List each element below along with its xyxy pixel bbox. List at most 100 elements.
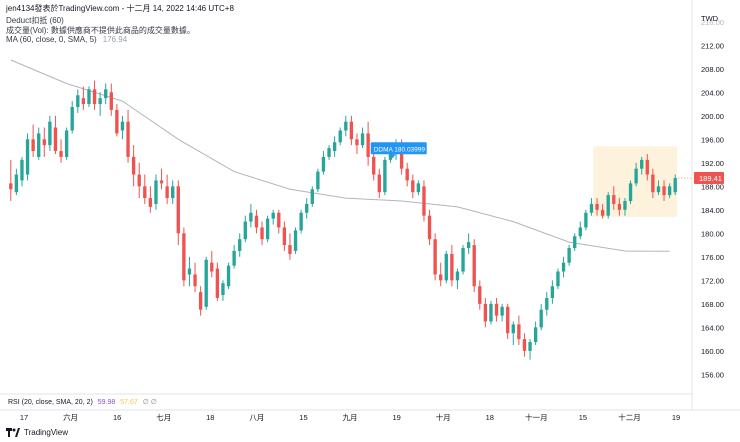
volume-note[interactable]: 成交量(Vol): 數據供應商不提供此商品的成交量數據。 — [6, 26, 195, 35]
candle-body[interactable] — [48, 121, 52, 146]
rsi-indicator-row[interactable]: RSI (20, close, SMA, 20, 2) 59.98 57.67 … — [8, 398, 160, 406]
candle-body[interactable] — [411, 180, 415, 193]
candle-body[interactable] — [422, 186, 426, 216]
candle-body[interactable] — [232, 250, 236, 266]
candle-body[interactable] — [299, 212, 303, 231]
candle-body[interactable] — [500, 306, 504, 316]
candle-body[interactable] — [360, 133, 365, 146]
candle-body[interactable] — [550, 286, 555, 298]
candle-body[interactable] — [282, 227, 287, 246]
candle-body[interactable] — [478, 286, 482, 304]
candle-body[interactable] — [310, 189, 314, 204]
candle-body[interactable] — [332, 142, 337, 152]
candle-body[interactable] — [271, 212, 275, 219]
candle-body[interactable] — [165, 186, 169, 199]
candle-body[interactable] — [600, 209, 605, 216]
candle-body[interactable] — [483, 303, 488, 322]
candle-body[interactable] — [87, 89, 91, 105]
candle-body[interactable] — [321, 156, 326, 172]
candle-body[interactable] — [316, 171, 320, 190]
candle-body[interactable] — [327, 148, 331, 157]
candle-body[interactable] — [489, 303, 493, 322]
candle-body[interactable] — [399, 145, 404, 169]
candle-body[interactable] — [427, 215, 432, 240]
candle-body[interactable] — [466, 242, 471, 249]
candle-body[interactable] — [204, 259, 208, 307]
candle-body[interactable] — [37, 133, 41, 157]
candle-body[interactable] — [628, 183, 633, 201]
candle-body[interactable] — [154, 180, 158, 204]
candle-body[interactable] — [42, 139, 46, 146]
candle-body[interactable] — [405, 168, 409, 181]
candle-body[interactable] — [584, 212, 588, 228]
candle-body[interactable] — [193, 274, 197, 287]
candle-body[interactable] — [561, 262, 566, 272]
candle-body[interactable] — [366, 133, 370, 157]
candle-body[interactable] — [126, 121, 130, 157]
candle-body[interactable] — [450, 253, 454, 281]
candle-body[interactable] — [433, 239, 437, 275]
candle-body[interactable] — [109, 92, 113, 110]
candle-body[interactable] — [539, 309, 543, 328]
candle-body[interactable] — [506, 306, 510, 334]
candle-body[interactable] — [293, 230, 298, 251]
candle-body[interactable] — [623, 201, 627, 210]
candle-body[interactable] — [606, 195, 610, 216]
candle-body[interactable] — [76, 95, 80, 107]
candle-body[interactable] — [215, 268, 220, 298]
candle-body[interactable] — [494, 303, 499, 316]
deduct-marker-tag[interactable] — [370, 142, 427, 155]
candle-body[interactable] — [20, 159, 24, 181]
candle-body[interactable] — [260, 227, 264, 240]
candle-body[interactable] — [70, 106, 74, 131]
candle-body[interactable] — [383, 159, 387, 193]
candle-body[interactable] — [444, 253, 448, 281]
candle-body[interactable] — [556, 271, 560, 287]
candle-body[interactable] — [238, 239, 242, 251]
candle-body[interactable] — [578, 227, 582, 237]
candle-body[interactable] — [545, 297, 549, 310]
candle-body[interactable] — [254, 215, 259, 228]
candle-body[interactable] — [92, 89, 97, 105]
candle-body[interactable] — [533, 327, 538, 343]
candle-body[interactable] — [662, 186, 666, 196]
candle-body[interactable] — [171, 186, 175, 199]
candle-body[interactable] — [472, 245, 476, 287]
candle-body[interactable] — [667, 186, 672, 196]
candle-body[interactable] — [355, 139, 359, 146]
candle-body[interactable] — [645, 159, 649, 175]
candle-body[interactable] — [439, 274, 443, 281]
candle-body[interactable] — [305, 203, 309, 213]
candle-body[interactable] — [98, 98, 102, 105]
candle-body[interactable] — [461, 248, 465, 272]
candle-body[interactable] — [243, 221, 247, 240]
candle-body[interactable] — [226, 265, 231, 287]
candle-body[interactable] — [656, 186, 661, 193]
candle-body[interactable] — [673, 178, 677, 193]
candle-body[interactable] — [115, 109, 119, 134]
candle-body[interactable] — [349, 121, 354, 140]
candle-body[interactable] — [640, 159, 644, 169]
candle-body[interactable] — [567, 248, 571, 263]
candle-body[interactable] — [182, 233, 186, 281]
candle-body[interactable] — [388, 151, 393, 160]
candle-body[interactable] — [59, 151, 63, 157]
candle-body[interactable] — [104, 89, 108, 99]
candle-body[interactable] — [9, 183, 13, 190]
candle-body[interactable] — [511, 324, 515, 334]
candle-body[interactable] — [416, 183, 421, 193]
candle-body[interactable] — [159, 180, 164, 184]
candle-body[interactable] — [277, 212, 281, 228]
candle-body[interactable] — [589, 203, 594, 213]
candle-body[interactable] — [64, 130, 69, 157]
candle-body[interactable] — [198, 292, 203, 310]
candle-body[interactable] — [338, 130, 342, 143]
candle-body[interactable] — [573, 236, 577, 249]
candle-body[interactable] — [455, 271, 460, 281]
candle-body[interactable] — [148, 198, 153, 207]
candle-body[interactable] — [265, 218, 270, 240]
candle-body[interactable] — [120, 121, 125, 131]
footer-brand[interactable]: TradingView — [6, 428, 68, 437]
candle-body[interactable] — [131, 156, 136, 175]
